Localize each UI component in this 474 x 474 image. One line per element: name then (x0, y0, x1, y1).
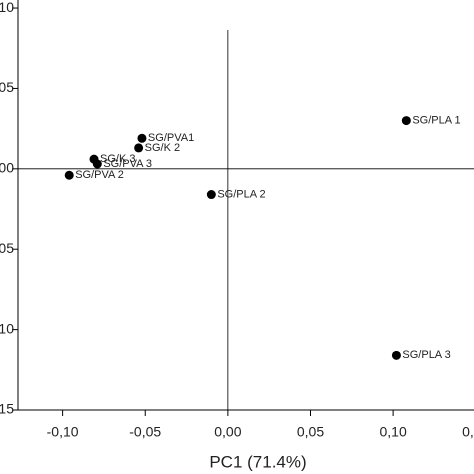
point-label: SG/PVA 3 (103, 158, 152, 170)
point-label: SG/K 2 (145, 142, 180, 154)
x-tick-label: 0,10 (379, 424, 406, 440)
point (64, 170, 74, 180)
point (401, 116, 411, 126)
x-tick-label: 0,05 (297, 424, 324, 440)
point-label: SG/PLA 3 (402, 349, 450, 361)
x-tick-label: -0,05 (129, 424, 161, 440)
point (92, 159, 102, 169)
y-tick-label: -0,05 (0, 240, 14, 256)
point-label: SG/PVA 2 (75, 169, 124, 181)
point-label: SG/PLA 2 (217, 188, 265, 200)
x-axis-label: PC1 (71.4%) (209, 452, 306, 471)
y-tick-label: 0,05 (0, 79, 14, 95)
point-label: SG/PLA 1 (412, 114, 460, 126)
y-tick-label: 0,10 (0, 0, 14, 15)
point-label: SG/PVA1 (148, 132, 194, 144)
y-tick-label: 0,00 (0, 160, 14, 176)
point-label: SG/K 3 (100, 153, 135, 165)
x-tick-label: 0,15 (462, 424, 474, 440)
y-tick-label: -0,15 (0, 401, 14, 417)
x-tick-label: 0,00 (214, 424, 241, 440)
x-tick-label: -0,10 (47, 424, 79, 440)
point (137, 133, 147, 143)
point (206, 190, 216, 200)
y-tick-label: -0,10 (0, 320, 14, 336)
point (134, 143, 144, 153)
point (391, 350, 401, 360)
